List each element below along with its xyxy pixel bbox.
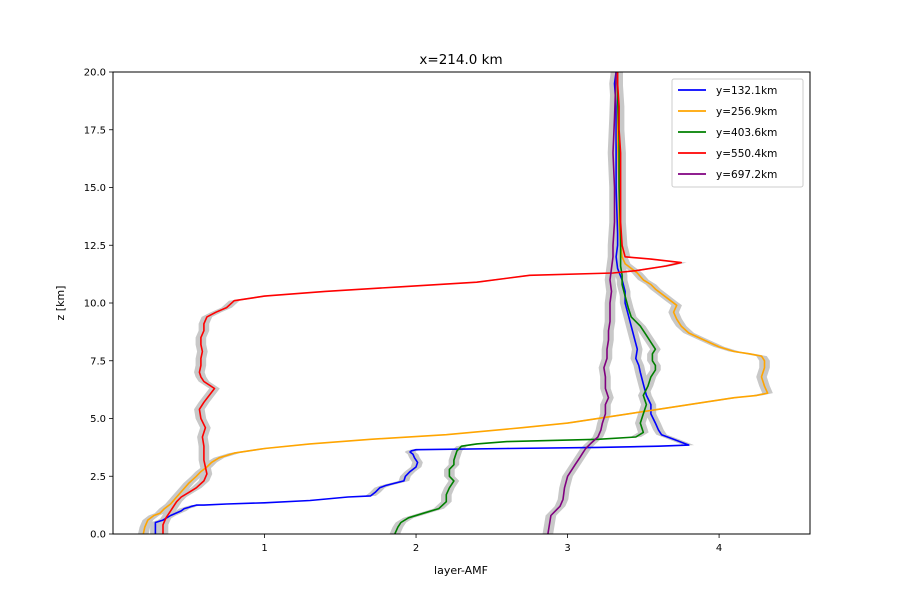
y-tick-label: 17.5 [84, 125, 106, 136]
legend-label-5: y=697.2km [716, 169, 777, 181]
y-tick-label: 5.0 [90, 414, 106, 425]
legend-label-3: y=403.6km [716, 127, 777, 139]
y-tick-label: 7.5 [90, 356, 106, 367]
series-line-5 [547, 71, 617, 535]
y-tick-label: 15.0 [84, 183, 106, 194]
legend-box [671, 78, 804, 188]
x-tick-label: 2 [413, 543, 419, 554]
series-line-2 [142, 72, 769, 535]
chart-title: x=214.0 km [419, 52, 502, 68]
x-axis: 1 2 3 4 [261, 534, 722, 554]
x-tick-label: 1 [261, 543, 267, 554]
x-tick-label: 4 [716, 543, 722, 554]
y-tick-label: 12.5 [84, 241, 106, 252]
series-lines [142, 71, 769, 535]
series-line-3 [394, 72, 657, 535]
y-tick-label: 10.0 [84, 299, 106, 310]
y-tick-label: 20.0 [84, 68, 106, 79]
legend-label-1: y=132.1km [716, 85, 777, 97]
y-axis-label: z [km] [54, 286, 67, 321]
y-tick-label: 2.5 [90, 472, 106, 483]
y-axis: 0.0 2.5 5.0 7.5 10.0 12.5 15.0 17.5 20.0 [84, 68, 113, 541]
series-line-4 [162, 72, 683, 534]
legend: y=132.1km y=256.9km y=403.6km y=550.4km y=69… [671, 78, 804, 188]
series-line-1 [154, 71, 690, 534]
y-tick-label: 0.0 [90, 530, 106, 541]
x-tick-label: 3 [564, 543, 570, 554]
x-axis-label: layer-AMF [434, 564, 488, 577]
legend-entries: y=132.1km y=256.9km y=403.6km y=550.4km y=69… [678, 85, 777, 181]
legend-label-2: y=256.9km [716, 106, 777, 118]
legend-label-4: y=550.4km [716, 148, 777, 160]
